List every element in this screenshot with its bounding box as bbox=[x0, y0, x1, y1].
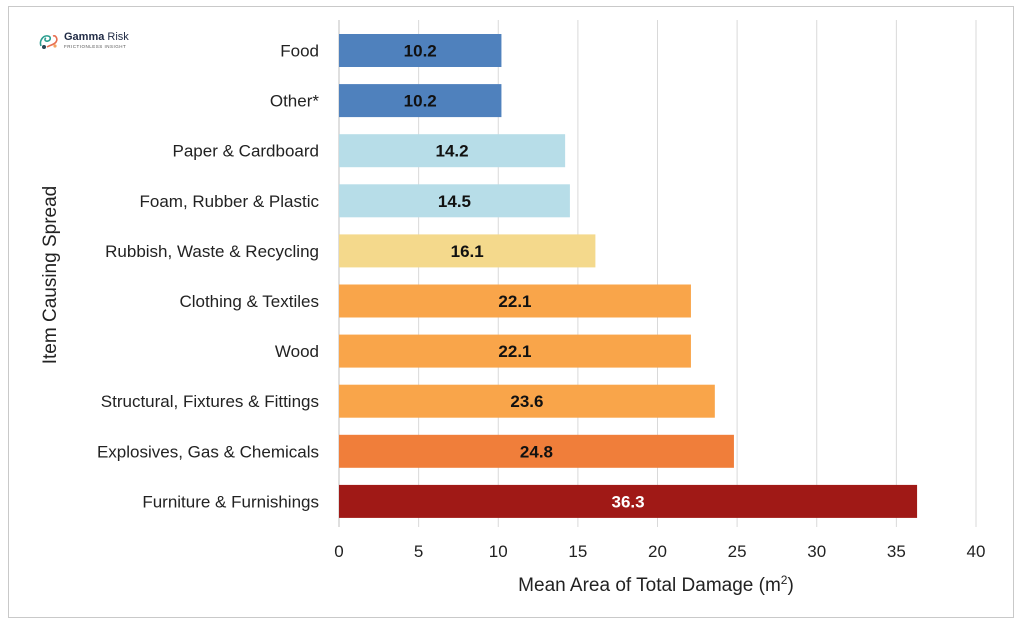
bar-value-label: 10.2 bbox=[404, 92, 437, 111]
category-label: Paper & Cardboard bbox=[173, 142, 319, 161]
bar bbox=[339, 84, 502, 118]
logo-name-secondary: Risk bbox=[107, 31, 129, 44]
gamma-risk-logo-icon bbox=[39, 35, 58, 49]
x-tick-label: 15 bbox=[568, 542, 587, 561]
category-label: Structural, Fixtures & Fittings bbox=[101, 392, 319, 411]
logo-name: Gamma Risk bbox=[64, 32, 129, 43]
bar bbox=[339, 234, 596, 268]
x-tick-label: 0 bbox=[334, 542, 343, 561]
bar bbox=[339, 134, 566, 168]
category-label: Explosives, Gas & Chemicals bbox=[97, 442, 319, 461]
category-label: Rubbish, Waste & Recycling bbox=[105, 242, 319, 261]
category-label: Furniture & Furnishings bbox=[142, 492, 319, 511]
x-axis-title-text: Mean Area of Total Damage (m bbox=[518, 575, 781, 596]
x-tick-label: 30 bbox=[807, 542, 826, 561]
x-tick-label: 20 bbox=[648, 542, 667, 561]
bar-value-label: 16.1 bbox=[451, 242, 484, 261]
bar bbox=[339, 284, 691, 318]
logo-name-primary: Gamma bbox=[64, 31, 105, 44]
bar bbox=[339, 334, 691, 368]
gamma-risk-logo: Gamma Risk FRICTIONLESS INSIGHT bbox=[38, 32, 129, 50]
x-tick-label: 10 bbox=[489, 542, 508, 561]
bar bbox=[339, 484, 918, 518]
bar bbox=[339, 434, 734, 468]
category-label: Food bbox=[280, 42, 319, 61]
bar bbox=[339, 384, 715, 418]
category-label: Clothing & Textiles bbox=[179, 292, 319, 311]
x-axis-title-superscript: 2 bbox=[781, 573, 788, 587]
x-axis-title-suffix: ) bbox=[787, 575, 793, 596]
bar-value-label: 23.6 bbox=[510, 392, 543, 411]
bar-value-label: 22.1 bbox=[498, 342, 531, 361]
bar-value-label: 36.3 bbox=[611, 492, 644, 511]
bar-value-label: 22.1 bbox=[498, 292, 531, 311]
logo-tagline: FRICTIONLESS INSIGHT bbox=[64, 44, 127, 50]
bar-value-label: 10.2 bbox=[404, 42, 437, 61]
x-tick-label: 5 bbox=[414, 542, 423, 561]
category-label: Foam, Rubber & Plastic bbox=[139, 192, 319, 211]
x-tick-labels: 0 5 10 15 20 25 30 35 40 bbox=[334, 542, 985, 561]
x-tick-label: 35 bbox=[887, 542, 906, 561]
category-label: Wood bbox=[275, 342, 319, 361]
bars: 10.2 10.2 14.2 14.5 16.1 22.1 22.1 23.6 24.8 36.3 bbox=[339, 34, 918, 518]
bar-value-label: 14.2 bbox=[436, 142, 469, 161]
bar bbox=[339, 34, 502, 67]
x-tick-label: 25 bbox=[728, 542, 747, 561]
category-labels: Food Other* Paper & Cardboard Foam, Rubber … bbox=[97, 42, 320, 512]
x-tick-label: 40 bbox=[967, 542, 986, 561]
x-axis-title: Mean Area of Total Damage (m2) bbox=[518, 573, 794, 596]
bar-value-label: 14.5 bbox=[438, 192, 471, 211]
bar-value-label: 24.8 bbox=[520, 442, 553, 461]
category-label: Other* bbox=[270, 92, 320, 111]
y-axis-title: Item Causing Spread bbox=[40, 186, 61, 365]
bar bbox=[339, 184, 570, 218]
